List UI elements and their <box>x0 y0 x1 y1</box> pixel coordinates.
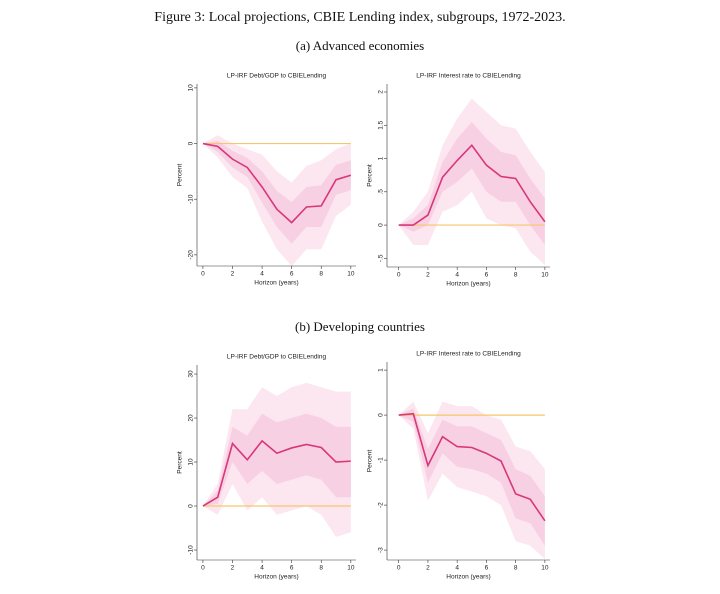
x-tick-label: 10 <box>541 565 549 572</box>
chart-title: LP-IRF Interest rate to CBIELending <box>416 73 521 80</box>
section-title: (b) Developing countries <box>295 319 425 334</box>
y-tick-label: -2 <box>378 502 385 508</box>
confidence-band <box>202 140 351 244</box>
chart-title: LP-IRF Debt/GDP to CBIELending <box>227 354 327 361</box>
x-tick-label: 2 <box>426 565 430 572</box>
y-tick-label: -10 <box>188 545 195 555</box>
x-tick-label: 2 <box>231 565 235 572</box>
x-tick-label: 4 <box>260 271 264 278</box>
x-tick-label: 6 <box>290 271 294 278</box>
y-tick-label: 0 <box>188 141 195 145</box>
y-tick-label: 20 <box>188 414 195 422</box>
confidence-band <box>202 413 351 507</box>
x-tick-label: 2 <box>231 271 235 278</box>
confidence-band <box>398 408 545 546</box>
y-tick-label: 1.5 <box>378 120 385 129</box>
y-tick-label: 0 <box>378 223 385 227</box>
x-tick-label: 4 <box>455 272 459 279</box>
x-tick-label: 10 <box>347 565 355 572</box>
y-axis-label: Percent <box>177 451 184 474</box>
x-tick-label: 4 <box>455 565 459 572</box>
y-tick-label: 0 <box>378 413 385 417</box>
y-axis-label: Percent <box>367 450 374 473</box>
x-axis-label: Horizon (years) <box>446 574 490 581</box>
x-tick-label: 8 <box>514 565 518 572</box>
x-tick-label: 6 <box>290 565 294 572</box>
x-axis-label: Horizon (years) <box>254 280 298 287</box>
y-tick-label: 1 <box>378 368 385 372</box>
y-tick-label: 0 <box>188 504 195 508</box>
line <box>398 143 546 226</box>
line <box>202 439 351 507</box>
line <box>202 142 352 224</box>
section-title: (a) Advanced economies <box>296 38 425 53</box>
x-tick-label: 6 <box>485 565 489 572</box>
x-tick-label: 4 <box>260 565 264 572</box>
x-tick-label: 8 <box>514 272 518 279</box>
y-tick-label: 30 <box>188 370 195 378</box>
x-tick-label: 0 <box>397 272 401 279</box>
x-tick-label: 0 <box>201 271 205 278</box>
y-tick-label: 10 <box>188 458 195 466</box>
y-tick-label: 10 <box>188 84 195 92</box>
x-tick-label: 0 <box>201 565 205 572</box>
y-axis-label: Percent <box>177 164 184 187</box>
line <box>398 412 546 522</box>
y-tick-label: -3 <box>378 547 385 553</box>
x-tick-label: 10 <box>347 271 355 278</box>
x-tick-label: 6 <box>485 272 489 279</box>
y-tick-label: -20 <box>188 250 195 260</box>
x-tick-label: 8 <box>319 271 323 278</box>
figure-title: Figure 3: Local projections, CBIE Lendin… <box>154 10 565 25</box>
confidence-band <box>398 98 545 266</box>
y-tick-label: .5 <box>378 189 385 195</box>
chart-title: LP-IRF Debt/GDP to CBIELending <box>227 73 327 80</box>
x-tick-label: 10 <box>541 272 549 279</box>
x-tick-label: 2 <box>426 272 430 279</box>
x-axis-label: Horizon (years) <box>446 281 490 288</box>
x-tick-label: 8 <box>319 565 323 572</box>
y-tick-label: 1 <box>378 156 385 160</box>
y-tick-label: -1 <box>378 457 385 463</box>
x-axis-label: Horizon (years) <box>254 574 298 581</box>
y-axis-label: Percent <box>367 164 374 187</box>
y-tick-label: 2 <box>378 90 385 94</box>
y-tick-label: -.5 <box>378 254 385 262</box>
y-tick-label: -10 <box>188 194 195 204</box>
x-tick-label: 0 <box>397 565 401 572</box>
chart-title: LP-IRF Interest rate to CBIELending <box>416 351 521 358</box>
